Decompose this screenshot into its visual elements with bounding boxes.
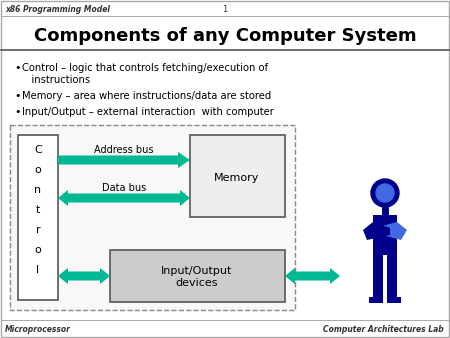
FancyBboxPatch shape (373, 215, 397, 255)
Text: Memory – area where instructions/data are stored: Memory – area where instructions/data ar… (22, 91, 271, 101)
FancyBboxPatch shape (373, 255, 383, 300)
Text: Control – logic that controls fetching/execution of: Control – logic that controls fetching/e… (22, 63, 268, 73)
Text: l: l (36, 265, 40, 275)
Polygon shape (363, 222, 390, 240)
FancyBboxPatch shape (18, 135, 58, 300)
Text: •: • (14, 91, 21, 101)
FancyBboxPatch shape (387, 297, 401, 303)
Text: instructions: instructions (22, 75, 90, 85)
Circle shape (376, 184, 394, 202)
Polygon shape (58, 190, 190, 206)
FancyBboxPatch shape (110, 250, 285, 302)
Text: o: o (35, 165, 41, 175)
Text: x86 Programming Model: x86 Programming Model (5, 4, 110, 14)
FancyBboxPatch shape (369, 297, 383, 303)
Text: Memory: Memory (214, 173, 260, 183)
Polygon shape (58, 152, 190, 168)
Text: o: o (35, 245, 41, 255)
Text: n: n (35, 185, 41, 195)
Text: t: t (36, 205, 40, 215)
FancyBboxPatch shape (10, 125, 295, 310)
Polygon shape (378, 222, 407, 240)
Polygon shape (285, 268, 340, 284)
Polygon shape (58, 268, 110, 284)
Text: 1: 1 (222, 4, 228, 14)
Text: Computer Architectures Lab: Computer Architectures Lab (323, 325, 444, 335)
Text: Address bus: Address bus (94, 145, 154, 155)
Text: •: • (14, 107, 21, 117)
FancyBboxPatch shape (190, 135, 285, 217)
Text: Input/Output – external interaction  with computer: Input/Output – external interaction with… (22, 107, 274, 117)
Text: •: • (14, 63, 21, 73)
Text: Input/Output
devices: Input/Output devices (161, 266, 233, 288)
Circle shape (371, 179, 399, 207)
Text: Components of any Computer System: Components of any Computer System (34, 27, 416, 45)
Text: Microprocessor: Microprocessor (5, 325, 71, 335)
Text: Data bus: Data bus (102, 183, 146, 193)
FancyBboxPatch shape (387, 255, 397, 300)
Text: C: C (34, 145, 42, 155)
Text: r: r (36, 225, 40, 235)
